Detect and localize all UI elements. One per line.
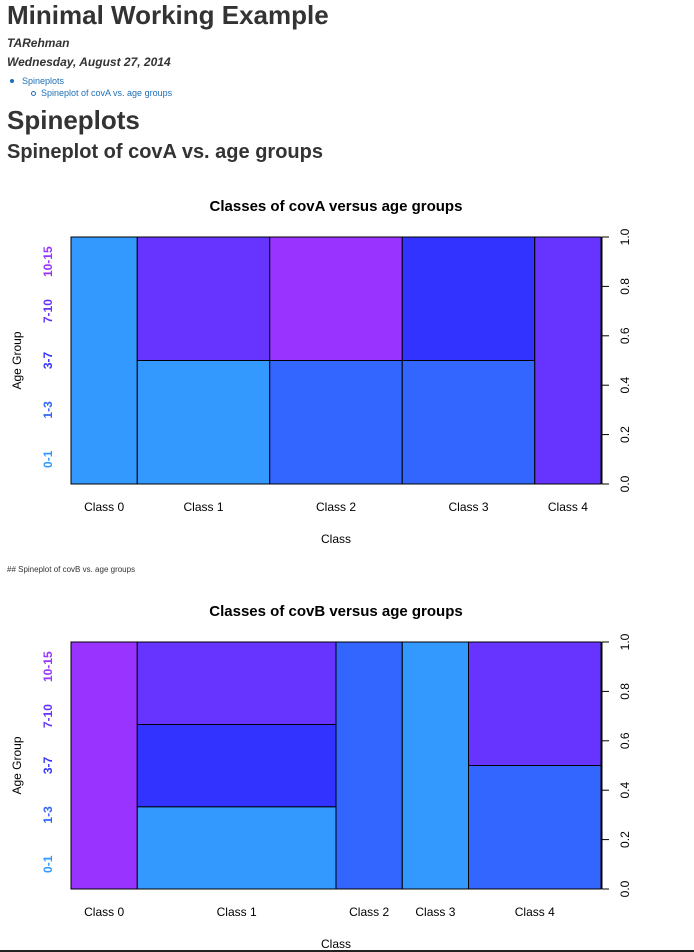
y-group-label: 0-1 (41, 450, 55, 468)
toc-item-spineplots: Spineplots (10, 75, 172, 87)
bar-segment-class-3-3-7 (401, 236, 536, 361)
bar-segment-class-1-0-1 (136, 806, 337, 890)
bar-segment-class-0-10-15 (70, 641, 138, 890)
right-axis-tick-label: 1.0 (618, 633, 632, 650)
y-group-label: 7-10 (41, 299, 55, 323)
x-tick-label: Class 2 (349, 905, 389, 919)
bar-segment-class-3-1-3 (401, 360, 536, 485)
x-tick-label: Class 4 (548, 500, 588, 514)
right-axis-tick-label: 0.2 (618, 426, 632, 443)
right-axis-tick-label: 0.0 (618, 475, 632, 492)
x-tick-label: Class 3 (448, 500, 488, 514)
toc-item-spineplot-cova: Spineplot of covA vs. age groups (10, 87, 172, 100)
y-group-label: 0-1 (41, 855, 55, 873)
y-group-label: 1-3 (41, 806, 55, 824)
bar-segment-class-2-1-3 (335, 641, 403, 890)
toc-link-spineplots[interactable]: Spineplots (22, 76, 65, 86)
x-tick-label: Class 2 (316, 500, 356, 514)
chart-title: Classes of covA versus age groups (210, 198, 463, 215)
y-axis-label: Age Group (10, 331, 24, 389)
x-tick-label: Class 1 (183, 500, 223, 514)
y-group-label: 3-7 (41, 757, 55, 775)
bar-segment-class-1-0-1 (136, 360, 271, 485)
bar-segment-class-1-3-7 (136, 723, 337, 808)
right-axis-tick-label: 1.0 (618, 228, 632, 245)
y-group-label: 1-3 (41, 401, 55, 419)
right-axis-tick-label: 0.4 (618, 377, 632, 394)
code-output-line: ## Spineplot of covB vs. age groups (7, 565, 136, 574)
y-group-label: 3-7 (41, 352, 55, 370)
bar-segment-class-3-0-1 (401, 641, 469, 890)
table-of-contents: Spineplots Spineplot of covA vs. age gro… (10, 75, 172, 100)
page-bottom-rule (0, 950, 694, 952)
x-axis-label: Class (321, 937, 351, 951)
right-axis-tick-label: 0.6 (618, 327, 632, 344)
right-axis-tick-label: 0.6 (618, 732, 632, 749)
x-axis-label: Class (321, 532, 351, 546)
right-axis-tick-label: 0.0 (618, 880, 632, 897)
y-group-label: 10-15 (41, 246, 55, 277)
y-axis-label: Age Group (10, 736, 24, 794)
bar-segment-class-2-10-15 (269, 236, 403, 361)
x-tick-label: Class 3 (415, 905, 455, 919)
chart-title: Classes of covB versus age groups (209, 603, 462, 620)
bar-segment-class-2-1-3 (269, 360, 403, 485)
bar-segment-class-0-0-1 (70, 236, 138, 485)
y-group-label: 7-10 (41, 704, 55, 728)
right-axis-tick-label: 0.8 (618, 278, 632, 295)
document-title: Minimal Working Example (7, 0, 329, 30)
spineplot-covb: Classes of covB versus age groups Class 0… (10, 603, 632, 951)
document-date: Wednesday, August 27, 2014 (7, 55, 171, 69)
subsection-heading: Spineplot of covA vs. age groups (7, 141, 323, 163)
y-group-label: 10-15 (41, 651, 55, 682)
bar-segment-class-1-7-10 (136, 641, 337, 725)
right-axis-tick-label: 0.4 (618, 782, 632, 799)
spineplot-cova: Classes of covA versus age groups Class 0… (10, 198, 632, 546)
x-tick-label: Class 4 (515, 905, 555, 919)
toc-link-spineplot-cova[interactable]: Spineplot of covA vs. age groups (41, 88, 173, 98)
x-tick-label: Class 1 (217, 905, 257, 919)
section-heading: Spineplots (7, 105, 140, 135)
right-axis-tick-label: 0.2 (618, 831, 632, 848)
bar-segment-class-1-7-10 (136, 236, 271, 361)
bar-segment-class-4-7-10 (534, 236, 602, 485)
document-author: TARehman (7, 36, 70, 50)
bar-segment-class-4-1-3 (468, 765, 602, 890)
bar-segment-class-4-7-10 (468, 641, 602, 766)
x-tick-label: Class 0 (84, 905, 124, 919)
right-axis-tick-label: 0.8 (618, 683, 632, 700)
x-tick-label: Class 0 (84, 500, 124, 514)
